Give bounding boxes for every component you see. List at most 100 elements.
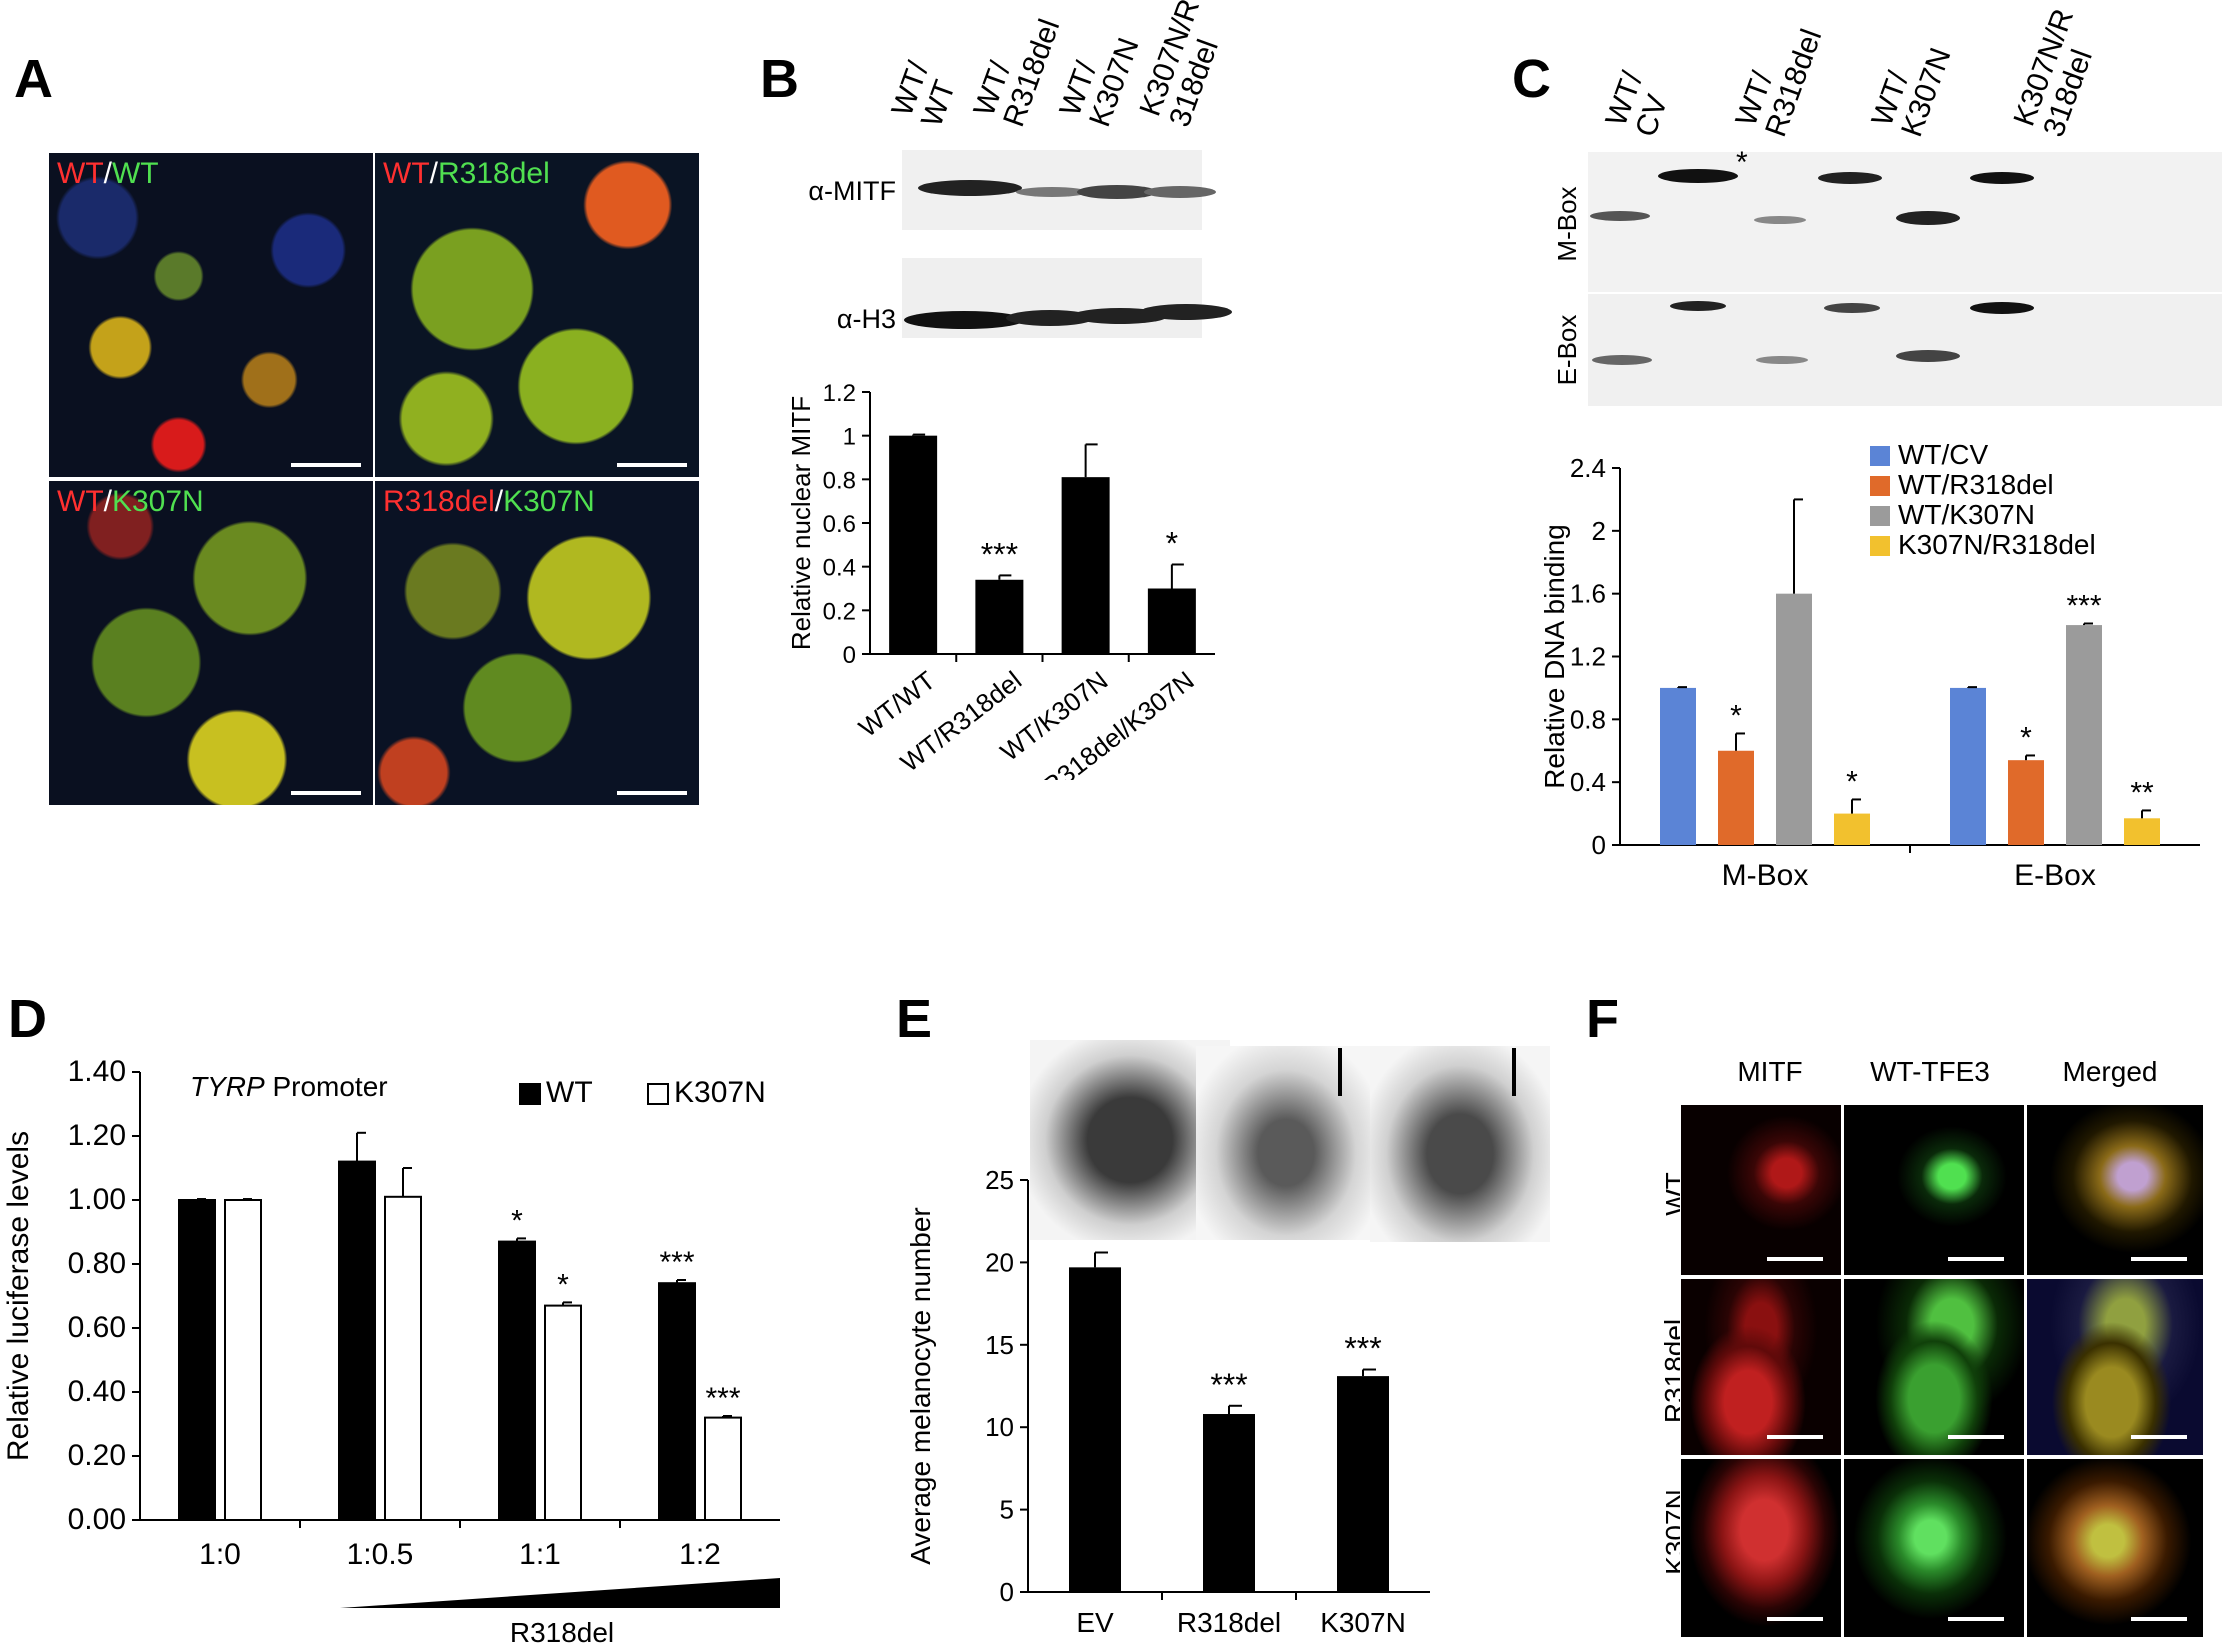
y-tick-label: 0.4 (1570, 767, 1606, 797)
micrograph-wt-r318del: WT/R318del (374, 152, 700, 478)
bar (975, 579, 1024, 654)
lane-label: K307N/R318del (1134, 0, 1236, 131)
panel-letter-b: B (760, 49, 799, 109)
y-tick-label: 1.00 (68, 1183, 126, 1216)
y-axis-label: Average melanocyte number (905, 1207, 936, 1564)
scale-bar (1948, 1257, 2004, 1261)
bar (1718, 750, 1754, 845)
x-tick-label: 1:1 (519, 1538, 561, 1571)
bar (704, 1416, 742, 1522)
y-tick-label: 1.6 (1570, 579, 1606, 609)
bar (1337, 1376, 1389, 1592)
y-tick-label: 0 (843, 642, 856, 669)
y-tick-label: 0.8 (823, 467, 856, 494)
panel-letter-d: D (8, 989, 47, 1049)
chart-c: 00.40.81.21.622.4**M-Box******E-BoxRelat… (1539, 439, 2200, 892)
gel-lane-labels: WT/CV WT/R318del WT/K307N K307N/R318del (1600, 5, 2110, 141)
legend-label: K307N/R318del (1898, 529, 2096, 560)
y-tick-label: 1.2 (1570, 642, 1606, 672)
micrograph-f-r318del-merged (2026, 1278, 2204, 1456)
bar (1834, 813, 1870, 845)
y-axis-label: Relative luciferase levels (2, 1131, 35, 1461)
x-tick-label: 1:2 (679, 1538, 721, 1571)
x-tick-label: EV (1076, 1607, 1114, 1638)
bar (498, 1240, 536, 1521)
lane-label: WT/R318del (968, 4, 1067, 131)
micrograph-wt-k307n: WT/K307N (48, 480, 374, 806)
micrograph-f-k307n-merged (2026, 1458, 2204, 1638)
chart-d: 0.00 0.20 0.40 0.60 0.80 1.00 1.20 1.40 1:0 1:0.5… (2, 1055, 780, 1571)
zebrafish-image-r318del (1196, 1046, 1376, 1240)
bar (1061, 477, 1110, 654)
legend-swatch (519, 1083, 541, 1105)
x-tick-label: 1:0 (199, 1538, 241, 1571)
gradient-label: R318del (510, 1617, 614, 1648)
y-tick-label: 15 (985, 1330, 1014, 1360)
panel-c-figure: WT/CV WT/R318del WT/K307N K307N/R318del * M… (1539, 5, 2222, 892)
blot-bands-h3 (904, 304, 1232, 329)
significance-marker: * (2020, 721, 2032, 754)
panel-letter-a: A (14, 49, 53, 109)
panel-e-figure: 0 5 10 15 20 25 EV *** R318del *** K307N Average me… (905, 1165, 1430, 1638)
significance-marker: * (1846, 765, 1858, 798)
panel-letter-e: E (896, 989, 933, 1049)
micrograph-label: WT/R318del (383, 157, 550, 190)
significance-marker: * (1730, 699, 1742, 732)
micrograph-f-wt-mitf (1680, 1104, 1842, 1276)
x-tick-label: E-Box (2014, 859, 2096, 892)
y-tick-label: 0 (1000, 1577, 1014, 1607)
scale-bar (1767, 1257, 1823, 1261)
chart-e: 0 5 10 15 20 25 EV *** R318del *** K307N Average me… (905, 1165, 1430, 1638)
legend-swatch (1870, 476, 1890, 496)
gel-bands-mbox (1590, 169, 2034, 225)
y-tick-label: 1.2 (823, 380, 856, 407)
lane-label: WT/CV (1600, 67, 1680, 141)
scale-bar (1767, 1435, 1823, 1439)
y-axis-label: Relative DNA binding (1539, 524, 1570, 789)
micrograph-f-wt-tfe3 (1843, 1104, 2025, 1276)
significance-marker: * (511, 1204, 523, 1237)
significance-marker: *** (1210, 1367, 1247, 1403)
scale-bar (1948, 1435, 2004, 1439)
scale-bar (1948, 1617, 2004, 1621)
chart-b: 00.20.40.60.811.2WT/WT***WT/R318delWT/K3… (786, 380, 1215, 780)
bar (224, 1199, 262, 1521)
y-tick-label: 2 (1592, 516, 1606, 546)
lane-label: WT/K307N (1054, 23, 1146, 131)
y-tick-label: 0.6 (823, 511, 856, 538)
y-tick-label: 0 (1592, 830, 1606, 860)
y-axis-label: Relative nuclear MITF (786, 396, 816, 650)
significance-marker: ** (2130, 776, 2154, 809)
legend-swatch (1870, 446, 1890, 466)
legend-label: WT/CV (1898, 439, 1989, 470)
significance-marker: *** (981, 536, 1018, 572)
gel-ebox (1588, 294, 2222, 406)
significance-marker: * (557, 1268, 569, 1301)
y-tick-label: 0.40 (68, 1375, 126, 1408)
y-tick-label: 10 (985, 1412, 1014, 1442)
micrograph-f-r318del-mitf (1680, 1278, 1842, 1456)
legend-label: WT (546, 1076, 593, 1109)
panel-letter-c: C (1512, 49, 1551, 109)
column-label-mitf: MITF (1737, 1056, 1803, 1087)
legend-swatch (1870, 536, 1890, 556)
bar (1950, 687, 1986, 845)
lane-label: K307N/R318del (2008, 5, 2110, 141)
y-tick-label: 0.2 (823, 598, 856, 625)
lane-label: WT/R318del (1730, 14, 1829, 141)
lane-label: WT/K307N (1866, 33, 1958, 141)
scale-bar (1512, 1048, 1516, 1096)
scale-bar (2131, 1257, 2187, 1261)
bar (1660, 687, 1696, 845)
legend-swatch (1870, 506, 1890, 526)
y-tick-label: 25 (985, 1165, 1014, 1195)
bar (338, 1160, 376, 1521)
micrograph-f-k307n-mitf (1680, 1458, 1842, 1638)
bar (2008, 760, 2044, 845)
bar (1776, 593, 1812, 845)
y-tick-label: 0.00 (68, 1503, 126, 1536)
scale-bar (1338, 1048, 1342, 1096)
legend-label: K307N (674, 1076, 766, 1109)
y-tick-label: 5 (1000, 1495, 1014, 1525)
y-tick-label: 1 (843, 424, 856, 451)
